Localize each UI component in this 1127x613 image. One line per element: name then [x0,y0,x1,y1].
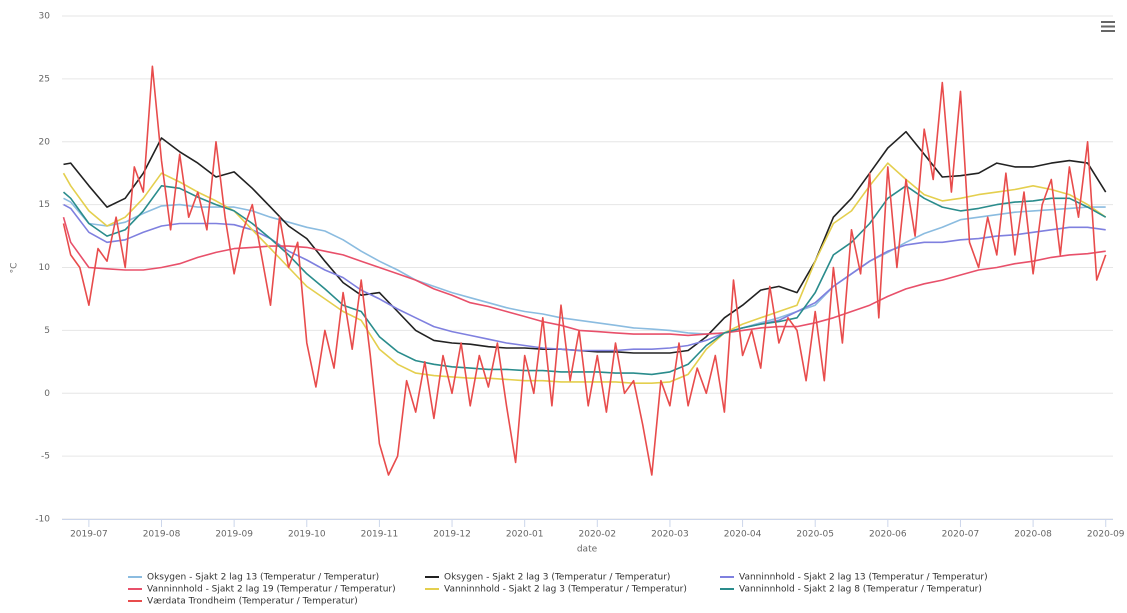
x-axis-label: date [577,545,598,555]
menu-icon-bar [1101,30,1115,32]
legend-label: Vanninnhold - Sjakt 2 lag 19 (Temperatur… [147,585,396,595]
y-tick-label: 20 [39,137,51,147]
y-tick-label: -10 [35,515,50,525]
legend-label: Vanninnhold - Sjakt 2 lag 13 (Temperatur… [739,573,988,583]
series-line [62,162,1107,384]
x-tick-label: 2020-01 [506,530,544,540]
series-line [62,65,1107,476]
x-tick-label: 2019-11 [361,530,399,540]
x-tick-label: 2020-05 [796,530,834,540]
y-tick-label: 0 [44,389,50,399]
x-tick-label: 2020-06 [869,530,907,540]
x-tick-label: 2020-08 [1014,530,1052,540]
legend-item[interactable]: Vanninnhold - Sjakt 2 lag 19 (Temperatur… [128,585,396,595]
x-tick-label: 2020-04 [724,530,762,540]
legend-item[interactable]: Vanninnhold - Sjakt 2 lag 8 (Temperatur … [720,585,982,595]
x-tick-label: 2020-03 [651,530,689,540]
y-axis-label: °C [10,263,20,274]
legend-label: Oksygen - Sjakt 2 lag 3 (Temperatur / Te… [444,573,670,583]
menu-button[interactable] [1098,18,1118,34]
y-tick-label: -5 [41,452,50,462]
x-tick-label: 2020-02 [579,530,617,540]
legend-item[interactable]: Oksygen - Sjakt 2 lag 3 (Temperatur / Te… [425,573,670,583]
legend-item[interactable]: Værdata Trondheim (Temperatur / Temperat… [128,597,358,607]
menu-icon-bar [1101,21,1115,23]
series-line [62,185,1107,376]
axes: -10 -5 0 5 10 15 20 25 30 2019-07 2019-08 2019-09 20… [35,12,1125,540]
x-tick-label: 2019-08 [143,530,181,540]
x-tick-label: 2019-07 [70,530,108,540]
legend-label: Vanninnhold - Sjakt 2 lag 8 (Temperatur … [739,585,982,595]
legend-item[interactable]: Oksygen - Sjakt 2 lag 13 (Temperatur / T… [128,573,379,583]
x-tick-label: 2020-09 [1087,530,1125,540]
legend-label: Værdata Trondheim (Temperatur / Temperat… [147,597,358,607]
y-tick-label: 15 [39,200,50,210]
series-line [63,203,1106,352]
legend: Oksygen - Sjakt 2 lag 13 (Temperatur / T… [128,573,988,607]
legend-item[interactable]: Vanninnhold - Sjakt 2 lag 13 (Temperatur… [720,573,988,583]
legend-label: Oksygen - Sjakt 2 lag 13 (Temperatur / T… [147,573,379,583]
y-tick-label: 10 [39,263,51,273]
plot-lines [62,65,1107,476]
x-tick-label: 2019-10 [288,530,326,540]
x-tick-label: 2020-07 [942,530,980,540]
y-tick-label: 30 [39,12,51,22]
x-tick-label: 2019-09 [215,530,253,540]
legend-label: Vanninnhold - Sjakt 2 lag 3 (Temperatur … [444,585,687,595]
y-tick-label: 5 [44,326,50,336]
legend-item[interactable]: Vanninnhold - Sjakt 2 lag 3 (Temperatur … [425,585,687,595]
y-tick-label: 25 [39,74,50,84]
x-tick-label: 2019-12 [433,530,471,540]
menu-icon-bar [1101,25,1115,28]
